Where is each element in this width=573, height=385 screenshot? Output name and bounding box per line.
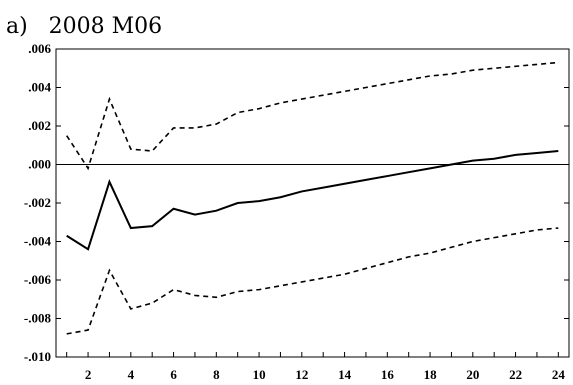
y-axis-tick-labels: .006 .004 .002 .000 -.002 -.004 -.006 -.008 -.01…	[24, 41, 52, 364]
y-tick-label: .006	[28, 41, 51, 56]
plot-frame	[55, 48, 570, 358]
x-tick-label: 24	[552, 367, 566, 382]
x-tick-label: 8	[213, 367, 220, 382]
y-tick-label: .002	[28, 118, 51, 133]
y-tick-label: -.004	[24, 234, 52, 249]
y-tick-label: -.002	[24, 195, 51, 210]
lower-band-line	[66, 227, 559, 335]
x-axis-ticks	[66, 352, 559, 357]
chart-title: a) 2008 M06	[6, 14, 163, 39]
x-tick-label: 16	[381, 367, 395, 382]
upper-band-line	[66, 61, 559, 171]
impulse-response-line	[66, 150, 559, 251]
x-axis-tick-labels: 2 4 6 8 10 12 14 16 18 20 22 24	[85, 367, 566, 382]
y-axis-ticks	[56, 48, 569, 358]
x-tick-label: 12	[295, 367, 308, 382]
y-tick-label: -.008	[24, 311, 52, 326]
x-tick-label: 2	[85, 367, 92, 382]
y-tick-label: .000	[28, 157, 51, 172]
x-tick-label: 20	[466, 367, 479, 382]
x-tick-label: 4	[128, 367, 135, 382]
y-tick-label: -.010	[24, 349, 51, 364]
y-tick-label: -.006	[24, 272, 52, 287]
x-tick-label: 10	[253, 367, 266, 382]
series-group	[66, 61, 559, 335]
y-tick-label: .004	[28, 80, 51, 95]
x-tick-label: 18	[424, 367, 438, 382]
x-tick-label: 22	[509, 367, 522, 382]
x-tick-label: 14	[338, 367, 352, 382]
x-tick-label: 6	[170, 367, 177, 382]
